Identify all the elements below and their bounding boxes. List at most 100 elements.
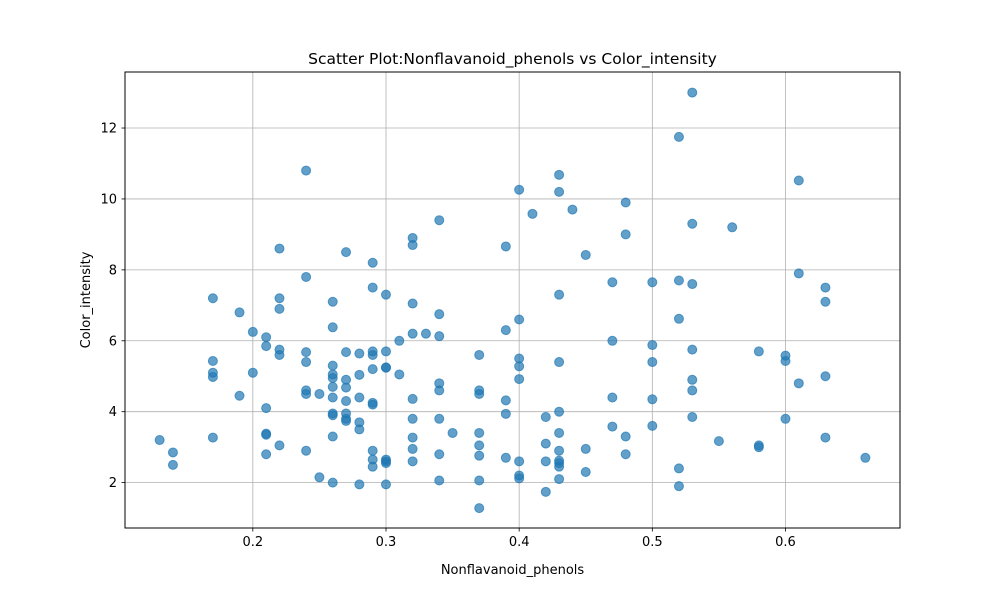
scatter-point <box>234 307 245 318</box>
scatter-point <box>500 408 511 419</box>
scatter-point <box>607 277 618 288</box>
grid-lines <box>125 72 900 528</box>
scatter-point <box>341 347 352 358</box>
scatter-point <box>580 466 591 477</box>
scatter-point <box>274 243 285 254</box>
scatter-point <box>580 443 591 454</box>
scatter-point <box>367 445 378 456</box>
scatter-point <box>514 374 525 385</box>
chart-title: Scatter Plot:Nonflavanoid_phenols vs Col… <box>308 50 717 69</box>
scatter-point <box>167 459 178 470</box>
scatter-point <box>327 392 338 403</box>
scatter-point <box>341 247 352 258</box>
scatter-point <box>647 340 658 351</box>
scatter-point <box>167 447 178 458</box>
y-tick-label: 2 <box>109 476 117 491</box>
scatter-point <box>327 322 338 333</box>
x-axis: 0.2 0.3 0.4 0.5 0.6 <box>242 528 796 550</box>
y-tick-label: 10 <box>100 192 117 207</box>
scatter-point <box>647 357 658 368</box>
scatter-point <box>380 289 391 300</box>
scatter-point <box>474 427 485 438</box>
y-tick-label: 8 <box>109 263 117 278</box>
scatter-point <box>367 282 378 293</box>
scatter-point <box>540 438 551 449</box>
scatter-point <box>301 165 312 176</box>
scatter-point <box>247 367 258 378</box>
scatter-point <box>434 413 445 424</box>
scatter-point <box>500 395 511 406</box>
scatter-point <box>274 349 285 360</box>
scatter-point <box>687 385 698 396</box>
scatter-point <box>367 364 378 375</box>
scatter-point <box>620 197 631 208</box>
scatter-point <box>367 399 378 410</box>
scatter-point <box>620 229 631 240</box>
scatter-point <box>420 328 431 339</box>
scatter-point <box>301 445 312 456</box>
scatter-point <box>261 332 272 343</box>
scatter-point <box>380 346 391 357</box>
scatter-point <box>367 257 378 268</box>
scatter-point <box>207 293 218 304</box>
data-points <box>154 87 871 514</box>
scatter-point <box>793 268 804 279</box>
y-axis-label: Color_intensity <box>79 251 94 348</box>
scatter-point <box>407 393 418 404</box>
scatter-point <box>407 298 418 309</box>
scatter-point <box>407 443 418 454</box>
scatter-point <box>554 474 565 485</box>
scatter-point <box>687 87 698 98</box>
scatter-point <box>327 431 338 442</box>
x-tick-label: 0.6 <box>775 535 796 550</box>
scatter-point <box>753 442 764 453</box>
scatter-point <box>580 249 591 260</box>
scatter-point <box>647 277 658 288</box>
scatter-point <box>261 429 272 440</box>
scatter-point <box>354 369 365 380</box>
scatter-point <box>394 369 405 380</box>
scatter-point <box>247 326 258 337</box>
scatter-point <box>407 240 418 251</box>
scatter-point <box>514 184 525 195</box>
scatter-point <box>274 293 285 304</box>
scatter-point <box>727 222 738 233</box>
scatter-point <box>713 436 724 447</box>
scatter-point <box>527 208 538 219</box>
scatter-point <box>434 449 445 460</box>
scatter-point <box>207 355 218 366</box>
scatter-point <box>434 331 445 342</box>
scatter-point <box>207 432 218 443</box>
scatter-point <box>793 378 804 389</box>
scatter-point <box>500 325 511 336</box>
scatter-point <box>327 477 338 488</box>
scatter-point <box>367 461 378 472</box>
scatter-point <box>434 309 445 320</box>
scatter-point <box>500 452 511 463</box>
scatter-point <box>261 403 272 414</box>
scatter-point <box>820 371 831 382</box>
scatter-point <box>687 344 698 355</box>
scatter-point <box>687 218 698 229</box>
scatter-point <box>301 357 312 368</box>
x-axis-label: Nonflavanoid_phenols <box>441 563 585 578</box>
scatter-point <box>860 452 871 463</box>
scatter-point <box>474 440 485 451</box>
scatter-point <box>474 349 485 360</box>
scatter-point <box>500 241 511 252</box>
scatter-point <box>607 392 618 403</box>
scatter-point <box>207 371 218 382</box>
scatter-point <box>687 412 698 423</box>
scatter-point <box>673 481 684 492</box>
scatter-point <box>154 435 165 446</box>
scatter-point <box>354 348 365 359</box>
scatter-point <box>274 303 285 314</box>
scatter-point <box>314 388 325 399</box>
scatter-point <box>554 289 565 300</box>
scatter-point <box>314 472 325 483</box>
scatter-point <box>380 479 391 490</box>
scatter-point <box>554 445 565 456</box>
scatter-point <box>354 392 365 403</box>
y-tick-label: 6 <box>109 334 117 349</box>
